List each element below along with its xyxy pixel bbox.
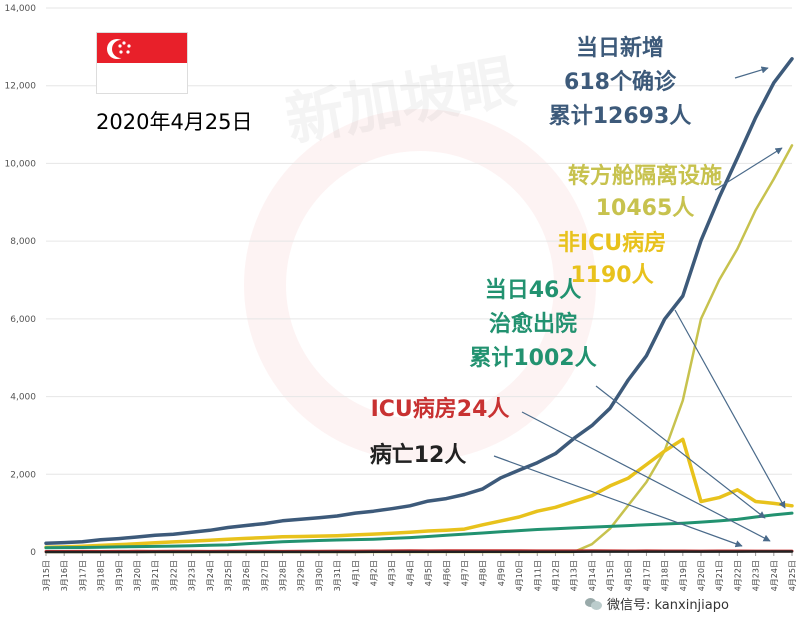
x-tick-label-31: 4月15日: [606, 560, 615, 591]
x-tick-label-20: 4月4日: [406, 560, 415, 586]
series-line-deaths: [44, 550, 794, 554]
x-tick-label-23: 4月7日: [460, 560, 469, 586]
source-footer: 微信号: kanxinjiapo: [585, 594, 729, 613]
series-line-confirmed: [44, 57, 794, 545]
annotation-confirmed-0: 当日新增: [576, 35, 664, 61]
x-tick-label-33: 4月17日: [642, 560, 651, 591]
flag-red-band: [97, 33, 187, 63]
y-tick-label-5: 10,000: [5, 159, 37, 169]
x-tick-labels: 3月15日 3月16日 3月17日 3月18日 3月19日 3月20日 3月21日 3月22日…: [42, 560, 797, 591]
x-tick-label-7: 3月22日: [169, 560, 178, 591]
x-tick-label-22: 4月6日: [442, 560, 451, 586]
x-tick-label-14: 3月29日: [297, 560, 306, 591]
x-tick-label-27: 4月11日: [533, 560, 542, 591]
x-tick-label-36: 4月20日: [697, 560, 706, 591]
x-tick-label-4: 3月19日: [115, 560, 124, 591]
x-tick-label-32: 4月16日: [624, 560, 633, 591]
x-tick-label-34: 4月18日: [661, 560, 670, 591]
x-tick-label-40: 4月24日: [770, 560, 779, 591]
annotation-confirmed-1: 618个确诊: [564, 69, 677, 95]
x-tick-label-29: 4月13日: [570, 560, 579, 591]
source-text: 微信号: kanxinjiapo: [607, 598, 729, 613]
series-line-ward: [44, 437, 794, 550]
arrow-icu: [521, 411, 771, 542]
watermark-circle: [244, 109, 596, 461]
y-tick-labels: 0 2,000 4,000 6,000 8,000 10,000 12,000 14,000: [5, 4, 37, 558]
chart-date: 2020年4月25日: [96, 110, 253, 134]
x-tick-label-39: 4月23日: [752, 560, 761, 591]
y-tick-label-6: 12,000: [5, 82, 37, 92]
x-tick-label-17: 4月1日: [351, 560, 360, 586]
annotation-discharged-0: 当日46人: [485, 278, 582, 303]
x-tick-label-19: 4月3日: [388, 560, 397, 586]
annotation-confirmed-2: 累计12693人: [549, 104, 692, 129]
x-tick-label-41: 4月25日: [788, 560, 797, 591]
x-tick-label-25: 4月9日: [497, 560, 506, 586]
x-tick-label-1: 3月16日: [60, 560, 69, 591]
x-tick-label-2: 3月17日: [78, 560, 87, 591]
y-tick-label-2: 4,000: [10, 393, 36, 403]
y-tick-label-1: 2,000: [10, 470, 36, 480]
flag-white-band: [97, 63, 187, 93]
x-tick-label-13: 3月28日: [279, 560, 288, 591]
crescent-stars-icon: [107, 39, 131, 59]
arrow-deaths: [493, 455, 743, 548]
x-tick-label-24: 4月8日: [479, 560, 488, 586]
y-tick-label-0: 0: [30, 548, 36, 558]
x-tick-label-38: 4月22日: [733, 560, 742, 591]
singapore-flag-icon: [96, 32, 188, 94]
annotation-discharged-1: 治愈出院: [489, 311, 577, 337]
annotation-ward-1: 1190人: [570, 263, 653, 288]
x-tick-label-11: 3月26日: [242, 560, 251, 591]
x-tick-label-8: 3月23日: [188, 560, 197, 591]
x-tick-label-5: 3月20日: [133, 560, 142, 591]
wechat-icon: [585, 597, 603, 611]
x-tick-label-15: 3月30日: [315, 560, 324, 591]
annotation-community-1: 10465人: [596, 196, 695, 221]
x-tick-label-30: 4月14日: [588, 560, 597, 591]
annotation-community-0: 转方舱隔离设施: [568, 163, 722, 189]
x-tick-label-35: 4月19日: [679, 560, 688, 591]
annotation-deaths-0: 病亡12人: [370, 442, 467, 468]
x-tick-label-3: 3月18日: [97, 560, 106, 591]
x-tick-label-10: 3月25日: [224, 560, 233, 591]
annotation-arrows: [493, 66, 786, 548]
x-tick-label-26: 4月10日: [515, 560, 524, 591]
y-tick-label-7: 14,000: [5, 4, 37, 14]
x-tick-label-6: 3月21日: [151, 560, 160, 591]
y-tick-label-3: 6,000: [10, 315, 36, 325]
x-tick-label-16: 3月31日: [333, 560, 342, 591]
arrow-discharged: [595, 385, 766, 519]
annotation-ward-0: 非ICU病房: [558, 230, 666, 256]
annotation-icu-0: ICU病房24人: [371, 396, 510, 422]
annotation-discharged-2: 累计1002人: [469, 346, 596, 371]
arrow-community: [714, 147, 783, 191]
x-tick-label-9: 3月24日: [206, 560, 215, 591]
arrow-ward: [674, 309, 786, 509]
arrow-confirmed: [734, 66, 769, 79]
y-tick-label-4: 8,000: [10, 237, 36, 247]
x-tick-label-21: 4月5日: [424, 560, 433, 586]
x-tick-label-18: 4月2日: [370, 560, 379, 586]
x-tick-label-0: 3月15日: [42, 560, 51, 591]
x-tick-label-12: 3月27日: [260, 560, 269, 591]
series-line-discharged: [44, 511, 794, 550]
x-tick-label-37: 4月21日: [715, 560, 724, 591]
x-tick-label-28: 4月12日: [551, 560, 560, 591]
